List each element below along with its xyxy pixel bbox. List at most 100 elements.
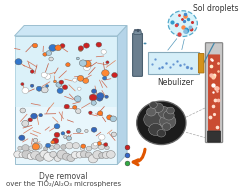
Circle shape [106,61,109,64]
Text: Sol droplets: Sol droplets [193,4,239,13]
Circle shape [56,82,62,87]
Circle shape [96,95,103,101]
Circle shape [36,154,44,161]
Circle shape [83,78,89,83]
Circle shape [32,43,38,48]
Circle shape [22,150,31,159]
Circle shape [97,142,102,145]
FancyBboxPatch shape [206,43,223,143]
Circle shape [46,143,51,148]
Circle shape [80,151,88,158]
Circle shape [157,129,166,137]
Circle shape [30,84,34,87]
Circle shape [76,109,81,114]
Circle shape [46,85,49,87]
Circle shape [80,146,85,150]
Circle shape [19,135,25,140]
Circle shape [149,123,162,136]
Circle shape [20,108,26,113]
Polygon shape [15,36,117,164]
Circle shape [85,129,88,132]
Circle shape [91,127,97,132]
Circle shape [57,150,67,159]
Circle shape [50,151,57,157]
Circle shape [164,111,174,120]
Circle shape [18,146,22,150]
Polygon shape [15,37,117,107]
Circle shape [32,143,40,150]
Circle shape [67,136,71,140]
Text: Nebulizer: Nebulizer [157,78,194,87]
Circle shape [66,142,73,149]
Circle shape [29,146,34,151]
Circle shape [73,105,77,109]
Circle shape [41,72,47,77]
Circle shape [67,154,75,162]
Circle shape [49,57,53,61]
Circle shape [83,60,91,67]
Circle shape [59,80,64,84]
Circle shape [79,48,82,51]
Circle shape [105,146,109,150]
Circle shape [44,152,54,161]
Circle shape [31,113,37,119]
Circle shape [162,123,171,130]
Circle shape [168,11,197,36]
Circle shape [97,111,103,116]
Circle shape [147,108,156,116]
Circle shape [105,95,108,98]
Polygon shape [117,26,127,164]
FancyBboxPatch shape [208,54,220,131]
Circle shape [15,59,22,65]
Circle shape [52,138,59,144]
Circle shape [22,120,29,127]
Circle shape [49,44,57,51]
Circle shape [160,114,176,129]
Circle shape [74,96,81,102]
Circle shape [64,104,69,109]
Circle shape [85,152,92,158]
Circle shape [33,138,38,142]
Circle shape [73,78,77,82]
Circle shape [149,101,157,108]
Circle shape [77,75,84,81]
Circle shape [62,85,68,90]
Circle shape [54,132,60,137]
Circle shape [43,53,47,56]
Circle shape [46,51,52,56]
FancyBboxPatch shape [134,31,141,34]
FancyBboxPatch shape [208,131,220,142]
Circle shape [39,114,43,117]
Circle shape [97,93,104,99]
Polygon shape [15,26,127,36]
Circle shape [99,153,105,158]
Circle shape [88,155,98,163]
Circle shape [71,152,79,158]
Text: Dye removal: Dye removal [40,172,88,181]
Circle shape [93,142,97,146]
Circle shape [21,83,24,85]
Circle shape [76,152,83,158]
Circle shape [41,87,48,93]
Circle shape [84,43,89,48]
Circle shape [44,74,51,79]
Circle shape [53,80,57,83]
Circle shape [78,87,81,90]
Circle shape [43,147,48,151]
Circle shape [22,145,29,151]
Circle shape [92,89,96,93]
Circle shape [91,101,96,105]
Circle shape [36,86,42,91]
Circle shape [31,151,40,159]
Circle shape [79,60,87,66]
Circle shape [14,151,22,158]
Circle shape [19,152,25,158]
Circle shape [49,145,54,150]
Circle shape [167,107,174,114]
Circle shape [144,112,162,127]
Circle shape [27,153,35,160]
Circle shape [110,116,117,122]
Circle shape [96,42,102,47]
Text: over the TiO₂/Al₂O₃ microspheres: over the TiO₂/Al₂O₃ microspheres [6,181,121,187]
Circle shape [103,76,107,80]
